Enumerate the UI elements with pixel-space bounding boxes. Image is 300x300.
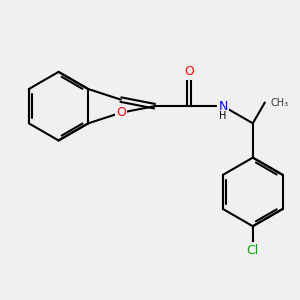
Text: H: H	[219, 111, 227, 121]
Text: N: N	[218, 100, 228, 113]
Text: CH₃: CH₃	[271, 98, 289, 107]
Text: O: O	[184, 65, 194, 78]
Text: O: O	[116, 106, 126, 119]
Text: Cl: Cl	[247, 244, 259, 257]
